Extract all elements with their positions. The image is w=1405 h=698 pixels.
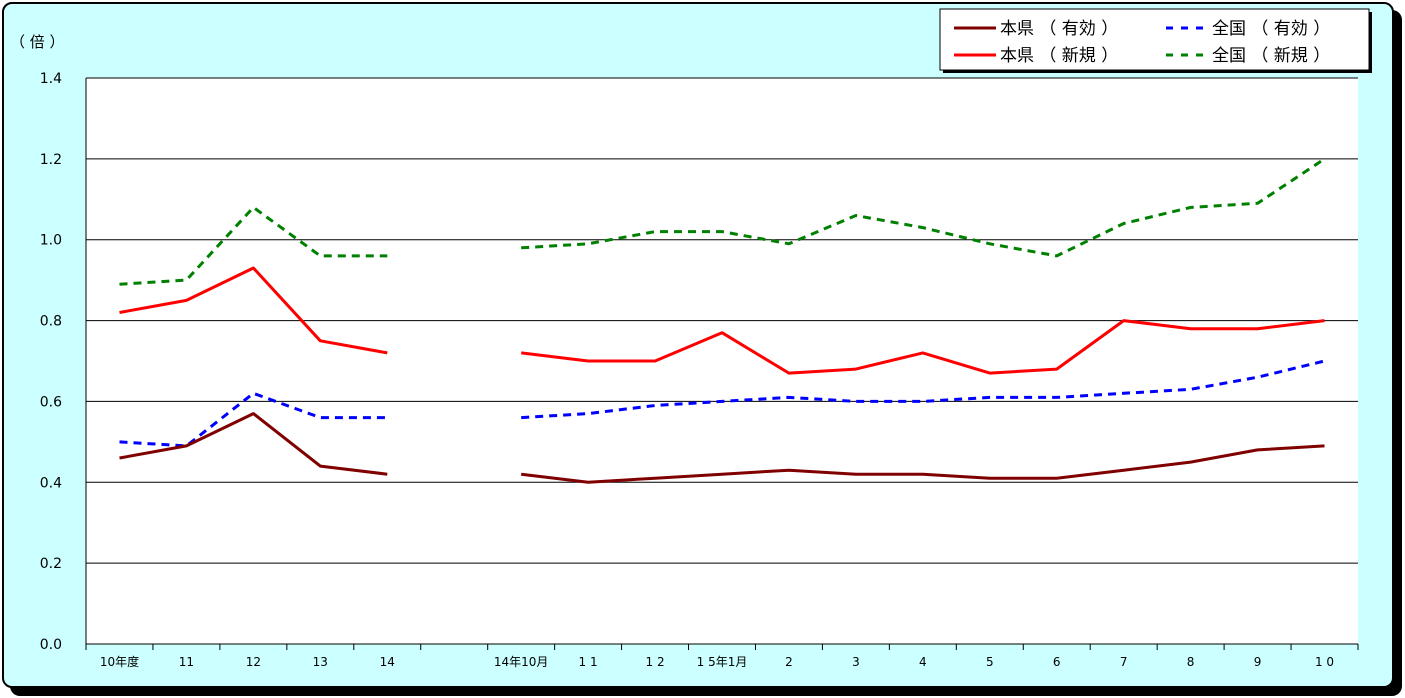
x-tick-label: 14年10月 — [494, 655, 549, 669]
x-tick-label: 6 — [1053, 655, 1061, 669]
x-tick-label: 1 1 — [579, 655, 598, 669]
legend-label: 本県 （ 有効 ） — [1000, 19, 1118, 39]
y-tick-label: 0.6 — [40, 394, 62, 410]
series-line — [119, 266, 388, 355]
x-tick-label: 2 — [785, 655, 793, 669]
x-tick-label: 3 — [852, 655, 860, 669]
x-tick-label: 8 — [1187, 655, 1195, 669]
x-tick-label: 1 0 — [1315, 655, 1334, 669]
x-tick-label: 1 5年1月 — [697, 655, 748, 669]
x-tick-label: 9 — [1254, 655, 1262, 669]
x-tick-label: 4 — [919, 655, 927, 669]
plot-area: 0.0 0.2 0.4 0.6 0.8 1.0 1.2 1.4 10年度 11 12 13 14 14年1… — [40, 71, 1359, 669]
x-tick-label: 1 2 — [646, 655, 665, 669]
x-tick-label: 11 — [179, 655, 194, 669]
series-line — [119, 391, 388, 448]
series-line — [521, 444, 1325, 484]
y-tick-label: 0.4 — [40, 475, 62, 491]
x-tick-label: 14 — [380, 655, 395, 669]
x-tick-label: 5 — [986, 655, 994, 669]
legend-label: 全国 （ 新規 ） — [1212, 46, 1330, 66]
legend: 本県 （ 有効 ） 全国 （ 有効 ） 本県 （ 新規 ） 全国 （ 新規 ） — [939, 8, 1372, 73]
series-line — [119, 412, 388, 476]
series-line — [119, 205, 388, 286]
y-tick-label: 0.8 — [40, 314, 62, 330]
legend-box — [939, 8, 1370, 71]
y-tick-label: 1.0 — [40, 233, 62, 249]
x-tick-label: 12 — [246, 655, 261, 669]
series-line — [521, 319, 1325, 375]
x-tick-label: 7 — [1120, 655, 1128, 669]
legend-label: 全国 （ 有効 ） — [1212, 19, 1330, 39]
legend-label: 本県 （ 新規 ） — [1000, 46, 1118, 66]
y-tick-label: 1.2 — [40, 152, 62, 168]
x-tick-label: 10年度 — [100, 654, 139, 669]
y-tick-label: 0.0 — [40, 637, 62, 653]
y-tick-label: 1.4 — [40, 71, 62, 87]
series-line — [521, 157, 1326, 258]
plot-background — [86, 78, 1358, 644]
y-tick-label: 0.2 — [40, 556, 62, 572]
y-unit-label: （ 倍 ） — [10, 33, 65, 51]
x-tick-label: 13 — [313, 655, 328, 669]
